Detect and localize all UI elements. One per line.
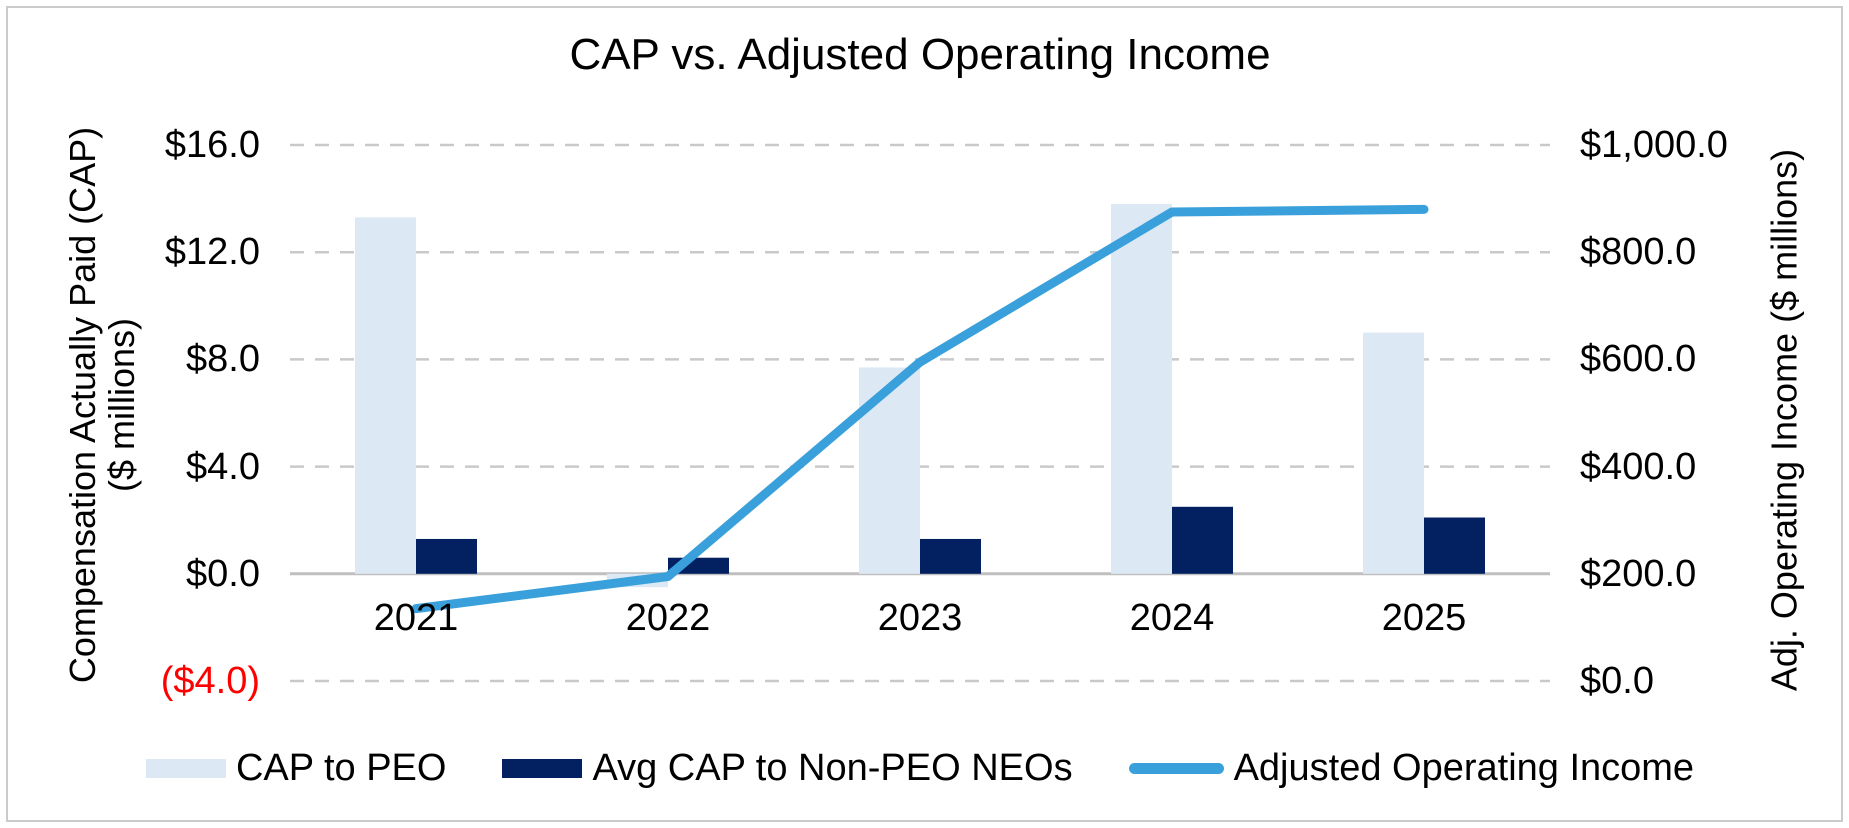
right-tick-label: $800.0 [1580, 231, 1697, 274]
legend-item-adjusted-operating-income: Adjusted Operating Income [1128, 747, 1695, 789]
bar-2021 [416, 538, 477, 574]
bar-2024 [1111, 203, 1172, 574]
x-tick-label-2022: 2022 [625, 597, 711, 639]
bar-2024 [1172, 506, 1233, 574]
left-tick-label: ($4.0) [160, 660, 260, 702]
left-tick-label: $8.0 [186, 338, 260, 381]
legend-item-cap-to-peo: CAP to PEO [145, 747, 447, 789]
right-tick-label: $0.0 [1580, 660, 1654, 702]
legend-label-cap-to-peo: CAP to PEO [235, 747, 447, 789]
legend: CAP to PEO Avg CAP to Non-PEO NEOs Adjus… [145, 747, 1694, 789]
x-tick-label-2023: 2023 [877, 597, 963, 639]
x-tick-label-2024: 2024 [1129, 597, 1215, 639]
avg-cap-non-peo-neos-swatch-icon [502, 758, 583, 778]
right-tick-label: $400.0 [1580, 445, 1697, 488]
bar-2025 [1363, 332, 1424, 574]
x-tick-label-2021: 2021 [373, 597, 459, 639]
left-tick-label: $4.0 [186, 445, 260, 488]
right-tick-label: $200.0 [1580, 552, 1697, 595]
x-tick-label-2025: 2025 [1381, 597, 1467, 639]
bar-2023 [920, 538, 981, 574]
bar-2021 [355, 217, 416, 574]
right-tick-label: $600.0 [1580, 338, 1697, 381]
legend-label-adjusted-operating-income: Adjusted Operating Income [1233, 747, 1695, 789]
left-tick-label: $16.0 [164, 124, 260, 166]
right-tick-label: $1,000.0 [1580, 124, 1728, 166]
legend-item-avg-cap-non-peo-neos: Avg CAP to Non-PEO NEOs [502, 747, 1073, 789]
left-tick-label: $12.0 [164, 231, 260, 274]
cap-to-peo-swatch-icon [145, 758, 226, 778]
legend-label-avg-cap-non-peo-neos: Avg CAP to Non-PEO NEOs [592, 747, 1073, 789]
adjusted-operating-income-line [411, 204, 1429, 614]
left-tick-label: $0.0 [186, 552, 260, 595]
chart-title: CAP vs. Adjusted Operating Income [569, 30, 1271, 79]
left-axis-ticks: $16.0 $12.0 $8.0 $4.0 $0.0 ($4.0) [0, 0, 260, 828]
adjusted-operating-income-line-swatch-icon [1128, 762, 1224, 774]
right-axis-ticks: $1,000.0 $800.0 $600.0 $400.0 $200.0 $0.0 [1580, 0, 1840, 828]
bar-2025 [1424, 517, 1485, 574]
